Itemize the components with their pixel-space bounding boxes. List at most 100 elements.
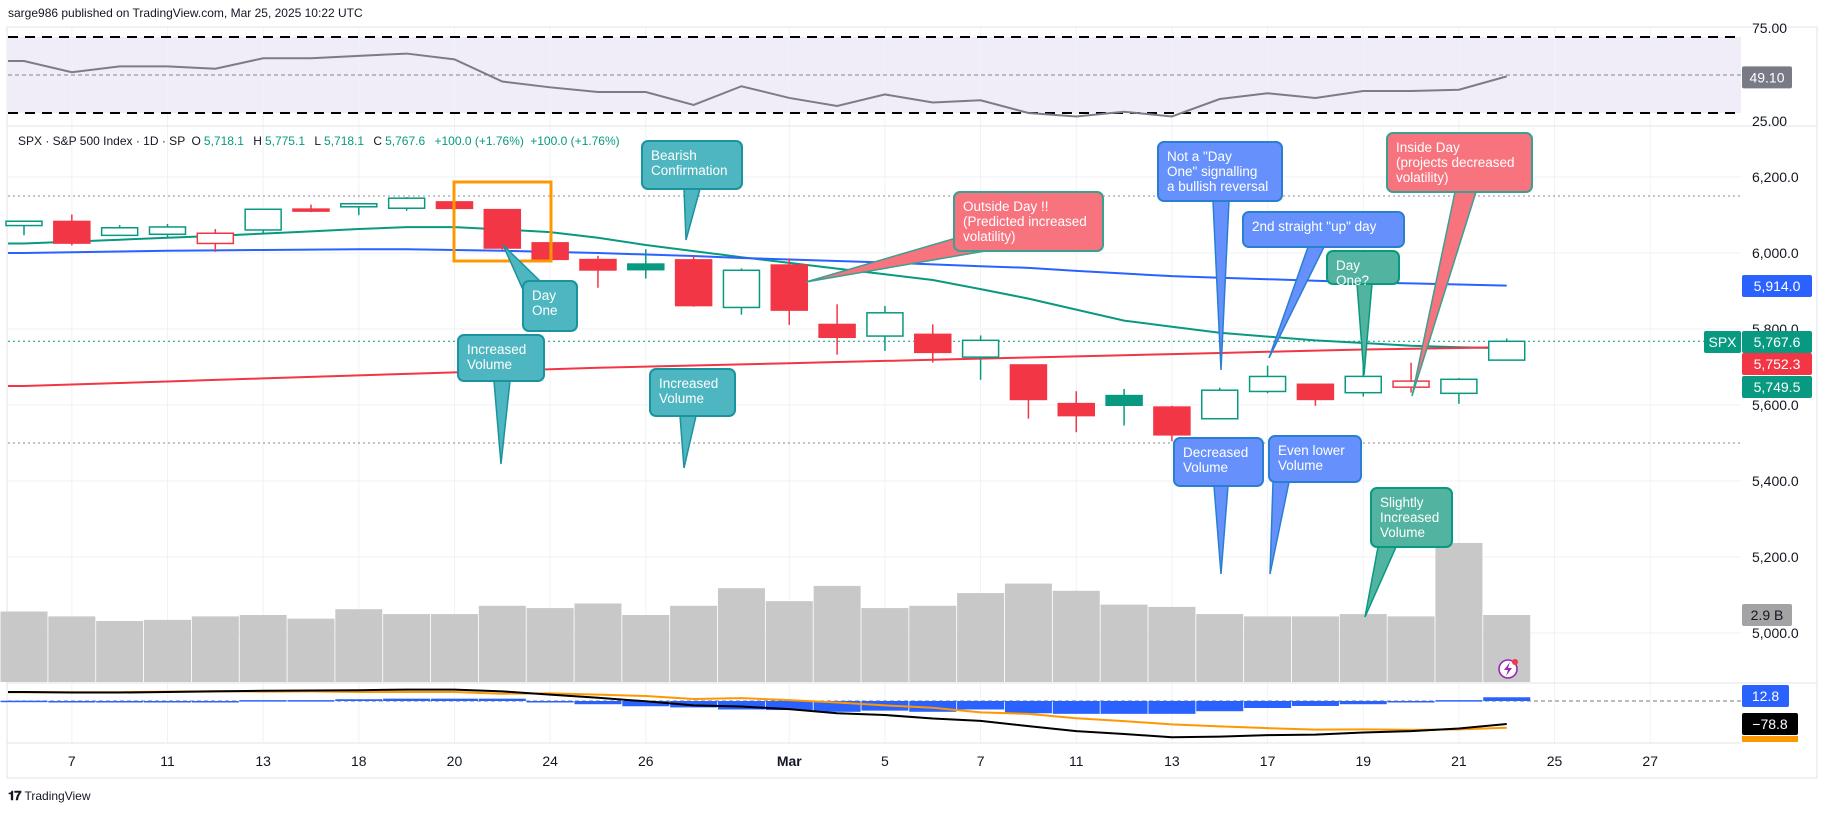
annotation-callout[interactable]: Bearish Confirmation	[641, 140, 743, 190]
volume-bar	[191, 616, 239, 682]
annotation-callout[interactable]: Outside Day !! (Predicted increased vola…	[953, 191, 1104, 252]
annotation-callout[interactable]: Not a "Day One" signalling a bullish rev…	[1157, 141, 1283, 202]
volume-bar	[1435, 542, 1483, 682]
annotation-callout[interactable]: Increased Volume	[457, 334, 545, 382]
volume-bar	[1004, 583, 1052, 682]
candle-body	[148, 226, 187, 236]
candle-body	[292, 208, 330, 212]
candle-body	[674, 259, 713, 307]
candle	[387, 196, 426, 211]
annotation-callout[interactable]: Inside Day (projects decreased volatilit…	[1386, 132, 1533, 193]
symbol-title[interactable]: SPX · S&P 500 Index · 1D · SP	[18, 134, 186, 148]
macd-histogram-bar	[909, 701, 957, 712]
x-tick-label: 24	[542, 753, 558, 769]
tradingview-logo-icon: 𝟏𝟕	[8, 788, 22, 803]
candle-body	[627, 263, 665, 271]
macd-histogram-bar	[430, 698, 478, 701]
macd-histogram-bar	[717, 701, 765, 710]
annotation-callout[interactable]: 2nd straight "up" day	[1242, 211, 1405, 248]
earnings-lightning-icon	[1498, 659, 1518, 679]
volume-bar	[96, 621, 144, 682]
macd-histogram-bar	[1387, 701, 1435, 703]
x-tick-label: 7	[68, 753, 76, 769]
rsi-tick-label: 75.00	[1752, 20, 1787, 36]
candle	[5, 220, 43, 236]
macd-histogram-bar	[670, 701, 718, 708]
price-tag-text: 5,752.3	[1754, 356, 1801, 372]
open-value: 5,718.1	[203, 134, 244, 148]
price-tag: 5,767.6	[1742, 331, 1812, 353]
macd-histogram-bar	[48, 701, 96, 703]
candle-body	[1009, 364, 1048, 401]
x-tick-label: 21	[1451, 753, 1467, 769]
price-tick-label: 5,000.0	[1752, 625, 1799, 641]
x-tick-label: 27	[1642, 753, 1658, 769]
candle-body	[961, 339, 1000, 358]
x-tick-label: Mar	[777, 753, 802, 769]
candle-body	[1201, 389, 1239, 420]
macd-histogram-bar	[287, 700, 335, 702]
candle	[244, 208, 282, 234]
candle-body	[1344, 375, 1382, 394]
price-tick-label: 5,400.0	[1752, 473, 1799, 489]
annotation-callout[interactable]: Day One	[522, 280, 578, 332]
volume-value-tag: 2.9 B	[1742, 604, 1792, 626]
high-value: 5,775.1	[264, 134, 305, 148]
candle-body	[1487, 340, 1526, 361]
macd-histogram-bar	[957, 701, 1005, 710]
annotation-callout[interactable]: Decreased Volume	[1173, 437, 1264, 487]
footer-brand: 𝟏𝟕 TradingView	[8, 788, 91, 804]
macd-histogram-bar	[335, 699, 383, 701]
candle-body	[866, 312, 904, 337]
candle	[1296, 383, 1335, 406]
change-value-2: +100.0 (+1.76%)	[530, 134, 620, 148]
candle	[100, 225, 139, 237]
ohlc-low: L 5,718.1	[314, 134, 367, 148]
brand-name: TradingView	[24, 789, 91, 803]
volume-bar	[861, 608, 909, 682]
price-tag-text: 5,767.6	[1754, 334, 1801, 350]
price-tag: 5,752.3	[1742, 353, 1812, 375]
price-tag-bg	[1742, 275, 1812, 297]
candle-body	[340, 203, 378, 208]
annotation-callout[interactable]: Day One?	[1326, 250, 1400, 288]
macd-histogram-bar	[383, 698, 431, 701]
candle	[961, 335, 1000, 380]
candle	[1201, 387, 1239, 420]
candle	[866, 305, 904, 351]
macd-histogram-bar	[574, 701, 622, 705]
volume-bar	[239, 615, 287, 682]
macd-histogram-bar	[765, 701, 813, 711]
macd-histogram-bar	[1052, 701, 1100, 714]
price-tag-bg	[1742, 353, 1812, 375]
rsi-line	[8, 52, 1507, 118]
volume-bar	[1387, 616, 1435, 682]
volume-bar	[383, 614, 431, 682]
candle	[196, 229, 235, 252]
annotation-callout[interactable]: Slightly Increased Volume	[1370, 487, 1453, 548]
ma-blue-line	[8, 248, 1507, 287]
candle-body	[1392, 380, 1430, 388]
annotation-callout[interactable]: Increased Volume	[649, 368, 736, 417]
macd-value-tag-text: −78.8	[1752, 716, 1788, 732]
x-tick-label: 13	[255, 753, 271, 769]
volume-bar	[1196, 614, 1244, 682]
price-tag-bg	[1742, 331, 1812, 353]
candle	[1009, 364, 1048, 419]
macd-histogram-bar	[191, 701, 239, 703]
candle-body	[1440, 378, 1478, 395]
x-tick-label: 26	[638, 753, 654, 769]
price-tag-text: 5,914.0	[1754, 278, 1801, 294]
price-tag-bg	[1742, 376, 1812, 398]
volume-bar	[1339, 614, 1387, 682]
close-label: C	[373, 134, 383, 148]
candle	[722, 268, 761, 315]
rsi-value-tag: 49.10	[1742, 66, 1792, 89]
open-label: O	[191, 134, 201, 148]
price-tag: 5,914.0	[1742, 275, 1812, 297]
macd-hist-tag: 12.8	[1742, 685, 1789, 707]
candle-body	[483, 208, 522, 249]
publisher-line: sarge986 published on TradingView.com, M…	[8, 6, 363, 20]
annotation-callout[interactable]: Even lower Volume	[1268, 435, 1362, 483]
